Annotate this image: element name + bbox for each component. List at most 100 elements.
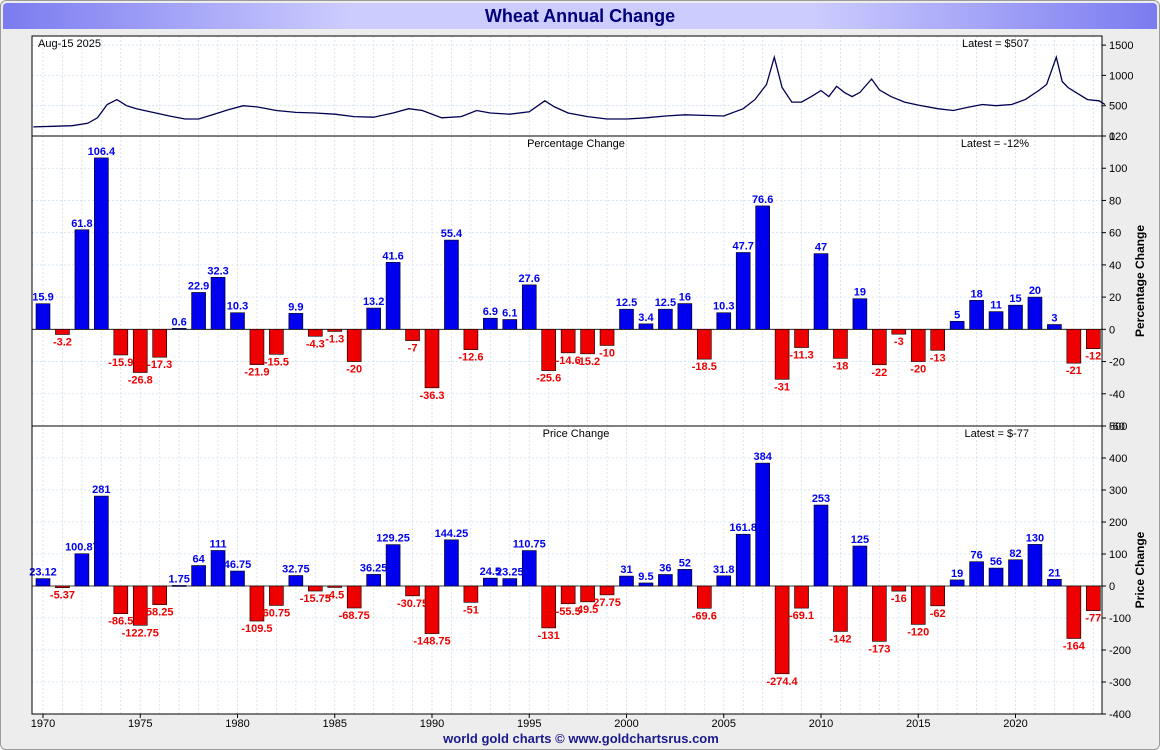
panel-background-2 [32,136,1102,426]
chg-bar [638,582,654,587]
pct-bar [599,329,615,346]
chg-data-label: -86.5 [108,616,133,628]
chg-bar [794,585,809,609]
y-tick-label: -40 [1109,389,1125,401]
pct-panel-title: Percentage Change [527,138,625,150]
chg-data-label: -122.75 [122,627,159,639]
chg-bar [249,585,265,622]
chg-bar [152,585,167,605]
chg-bar [910,585,926,625]
pct-bar [658,308,673,330]
date-label: Aug-15 2025 [38,38,101,50]
pct-data-label: 3 [1051,313,1057,325]
chg-bar [560,585,576,605]
pct-bar [74,229,90,330]
chg-bar [833,585,848,632]
pct-bar [872,329,887,366]
chg-bar [210,550,226,587]
chg-data-label: 100.87 [65,542,99,554]
price-line [33,54,1106,128]
chg-bar [716,575,732,587]
chg-bar [405,585,420,597]
pct-bar [891,329,907,335]
pct-bar [94,157,109,330]
pct-data-label: 47 [815,242,827,254]
chg-data-label: 56 [990,556,1002,568]
y-tick-label: 1500 [1109,40,1133,52]
x-tick-label: 1990 [420,718,444,730]
chg-data-label: 49.5 [577,604,598,616]
pct-data-label: 9.9 [288,301,303,313]
y-tick-label: 100 [1109,163,1127,175]
x-tick-label: 1995 [517,718,541,730]
pct-data-label: 61.8 [71,218,92,230]
chg-bar [930,585,946,607]
y-tick-label: 1000 [1109,70,1133,82]
pct-data-label: 10.3 [227,301,248,313]
y-tick-label: 120 [1109,131,1127,143]
chg-bar [872,585,887,642]
chg-bar [346,585,362,609]
y-tick-label: -20 [1109,357,1125,369]
pct-bar [1086,329,1101,349]
chg-bar [755,462,770,587]
pct-bar [1066,329,1082,364]
chg-data-label: 36 [659,562,671,574]
pct-bar [930,329,946,351]
pct-data-label: -26.8 [128,375,153,387]
x-tick-label: 1975 [128,718,152,730]
chg-bar [580,585,595,603]
pct-bar [366,307,381,330]
chg-bar [1047,578,1062,587]
pct-bar [580,329,595,355]
pct-bar [1027,296,1043,330]
pct-bar [813,253,829,330]
chg-data-label: -120 [907,626,929,638]
pct-bar [1047,324,1062,330]
pct-bar [949,320,965,330]
x-tick-label: 2000 [614,718,638,730]
pct-bar [288,313,304,330]
chg-data-label: 144.25 [435,528,469,540]
chg-bar [483,577,498,587]
pct-data-label: 32.3 [207,265,228,277]
chg-data-label: -69.6 [692,610,717,622]
chg-data-label: 58.25 [146,607,174,619]
x-tick-label: 1970 [31,718,55,730]
y-tick-label: 0 [1109,581,1115,593]
pct-bar [794,329,809,348]
chg-data-label: -164 [1063,640,1086,652]
pct-bar [560,329,576,354]
chg-data-label: -16 [891,593,907,605]
pct-data-label: -12 [1085,351,1101,363]
y-tick-label: -400 [1109,709,1131,721]
pct-data-label: -20 [346,364,362,376]
chg-bar [366,574,381,587]
y-tick-label: -200 [1109,645,1131,657]
y-tick-label: 200 [1109,517,1127,529]
pct-data-label: 76.6 [752,194,773,206]
pct-bar [55,329,70,335]
chg-bar [735,533,751,587]
pct-data-label: 6.1 [502,308,517,320]
pct-bar [191,292,206,330]
chg-data-label: 32.75 [282,564,310,576]
pct-latest-label: Latest = -12% [961,138,1029,150]
pct-data-label: -20 [910,364,926,376]
pct-bar [249,329,265,365]
chart-title: Wheat Annual Change [3,3,1157,29]
pct-bar [521,284,537,330]
pct-data-label: 10.3 [713,301,734,313]
pct-bar [132,329,148,373]
chg-bar [74,553,90,587]
pct-data-label: -3 [894,336,904,348]
chg-data-label: -15.75 [300,593,331,605]
pct-data-label: 15 [1009,293,1021,305]
chg-data-label: -55.5 [556,606,581,618]
pct-bar [735,252,751,330]
chg-data-label: 253 [812,493,830,505]
chg-data-label: 129.25 [376,533,410,545]
panel-border-3 [31,425,1103,715]
chg-bar [599,585,615,596]
chg-data-label: 161.8 [729,522,757,534]
